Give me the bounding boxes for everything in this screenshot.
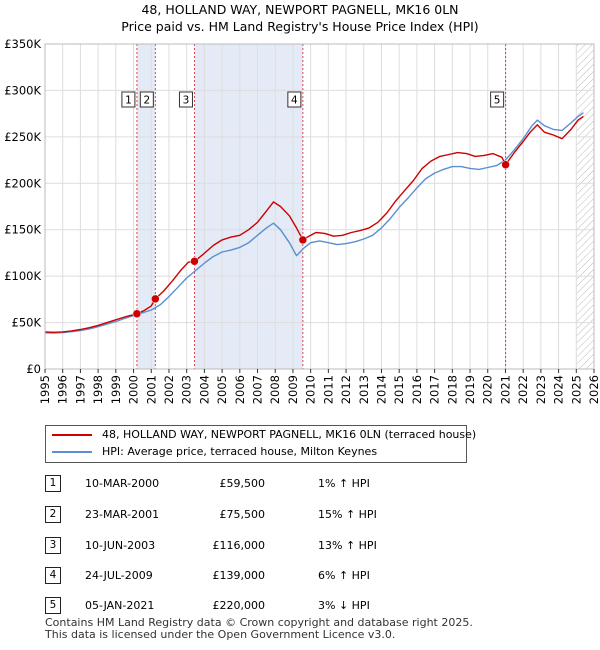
- x-tick-label: 1999: [109, 375, 123, 404]
- sale-price: £220,000: [212, 599, 266, 612]
- sale-label: 5: [494, 95, 501, 107]
- x-tick-label: 1997: [73, 375, 87, 404]
- sale-date: 10-MAR-2000: [85, 477, 160, 490]
- y-tick-label: £100K: [4, 269, 41, 283]
- sale-price: £116,000: [212, 539, 266, 552]
- sale-date: 10-JUN-2003: [85, 539, 156, 552]
- x-tick-label: 2010: [304, 375, 318, 404]
- x-tick-label: 2007: [251, 375, 265, 404]
- sale-hpi-diff: 1% ↑ HPI: [318, 477, 370, 490]
- sale-row: 1 10-MAR-2000 £59,500 1% ↑ HPI: [0, 474, 600, 494]
- chart-subtitle: Price paid vs. HM Land Registry's House …: [121, 19, 479, 34]
- price-chart: £0 £50K £100K £150K £200K £250K £300K £350K 1995…: [4, 37, 600, 404]
- x-tick-label: 2019: [463, 375, 477, 404]
- x-tick-label: 1995: [38, 375, 52, 404]
- sale-price: £75,500: [219, 508, 266, 521]
- x-tick-label: 2001: [144, 375, 158, 404]
- x-tick-label: 2026: [587, 375, 600, 404]
- sale-row: 2 23-MAR-2001 £75,500 15% ↑ HPI: [0, 505, 600, 525]
- sale-period-shade: [136, 44, 156, 369]
- x-tick-label: 2004: [197, 375, 211, 404]
- x-tick-label: 2014: [374, 375, 388, 404]
- x-tick-label: 2013: [357, 375, 371, 404]
- sale-date: 05-JAN-2021: [85, 599, 155, 612]
- sale-hpi-diff: 13% ↑ HPI: [318, 539, 377, 552]
- x-tick-label: 2002: [162, 375, 176, 404]
- x-tick-label: 2018: [445, 375, 459, 404]
- legend-label-hpi: HPI: Average price, terraced house, Milt…: [102, 445, 378, 458]
- forecast-hatch: [576, 44, 594, 369]
- sale-hpi-diff: 15% ↑ HPI: [318, 508, 377, 521]
- sale-price: £59,500: [219, 477, 266, 490]
- sale-label-box: [287, 91, 302, 108]
- y-tick-label: £350K: [4, 37, 41, 51]
- sale-point: [298, 235, 308, 245]
- x-tick-label: 2003: [180, 375, 194, 404]
- sale-row: 3 10-JUN-2003 £116,000 13% ↑ HPI: [0, 536, 600, 556]
- x-tick-label: 2005: [215, 375, 229, 404]
- y-tick-label: £150K: [4, 223, 41, 237]
- x-tick-label: 2017: [428, 375, 442, 404]
- sale-label-box: [139, 91, 154, 108]
- sale-marker-badge: 1: [45, 475, 61, 492]
- x-tick-label: 2023: [534, 375, 548, 404]
- copyright-text: Contains HM Land Registry data © Crown c…: [45, 616, 473, 629]
- x-tick-label: 2021: [498, 375, 512, 404]
- x-tick-label: 2025: [569, 375, 583, 404]
- sale-marker-badge: 4: [45, 567, 61, 584]
- legend-label-property: 48, HOLLAND WAY, NEWPORT PAGNELL, MK16 0…: [102, 428, 477, 441]
- sale-point: [132, 309, 142, 318]
- sale-date: 24-JUL-2009: [85, 569, 153, 582]
- x-tick-label: 1996: [56, 375, 70, 404]
- sale-label: 4: [291, 95, 298, 107]
- chart-legend: 48, HOLLAND WAY, NEWPORT PAGNELL, MK16 0…: [45, 425, 476, 463]
- footer: Contains HM Land Registry data © Crown c…: [45, 617, 473, 641]
- sale-point: [151, 294, 160, 304]
- legend-swatch-property: [52, 434, 92, 436]
- x-tick-label: 2006: [233, 375, 247, 404]
- sale-point: [190, 257, 199, 266]
- sale-marker-badge: 3: [45, 537, 61, 554]
- sale-marker-badge: 5: [45, 597, 61, 614]
- sale-label-box: [490, 91, 505, 108]
- y-tick-label: £0: [26, 362, 41, 376]
- sale-hpi-diff: 3% ↓ HPI: [318, 599, 370, 612]
- sale-label-box: [178, 91, 193, 108]
- sale-row: 4 24-JUL-2009 £139,000 6% ↑ HPI: [0, 566, 600, 586]
- legend-swatch-hpi: [52, 451, 92, 453]
- sale-price: £139,000: [212, 569, 266, 582]
- licence-text: This data is licensed under the Open Gov…: [45, 628, 396, 641]
- x-tick-label: 2015: [392, 375, 406, 404]
- sale-label: 1: [125, 95, 132, 107]
- sale-label-box: [121, 91, 136, 108]
- x-tick-label: 2016: [410, 375, 424, 404]
- y-tick-label: £200K: [4, 176, 41, 190]
- x-tick-label: 2022: [516, 375, 530, 404]
- x-tick-label: 2020: [481, 375, 495, 404]
- x-tick-label: 1998: [91, 375, 105, 404]
- sale-hpi-diff: 6% ↑ HPI: [318, 569, 370, 582]
- x-tick-label: 2011: [321, 375, 335, 404]
- x-tick-label: 2024: [552, 375, 566, 404]
- y-tick-label: £300K: [4, 83, 41, 97]
- chart-title: 48, HOLLAND WAY, NEWPORT PAGNELL, MK16 0…: [141, 2, 459, 17]
- sale-marker-badge: 2: [45, 506, 61, 523]
- sale-date: 23-MAR-2001: [85, 508, 160, 521]
- y-tick-label: £50K: [12, 316, 42, 330]
- plot-frame: [44, 43, 595, 370]
- x-tick-label: 2012: [339, 375, 353, 404]
- sale-row: 5 05-JAN-2021 £220,000 3% ↓ HPI: [0, 596, 600, 616]
- y-tick-label: £250K: [4, 130, 41, 144]
- sale-point: [501, 160, 510, 169]
- sale-period-shade: [194, 44, 303, 369]
- x-tick-label: 2008: [268, 375, 282, 404]
- sale-label: 3: [183, 95, 190, 107]
- property-price-line: [44, 115, 584, 333]
- sale-label: 2: [143, 95, 150, 107]
- x-tick-label: 2000: [127, 375, 141, 404]
- x-tick-label: 2009: [286, 375, 300, 404]
